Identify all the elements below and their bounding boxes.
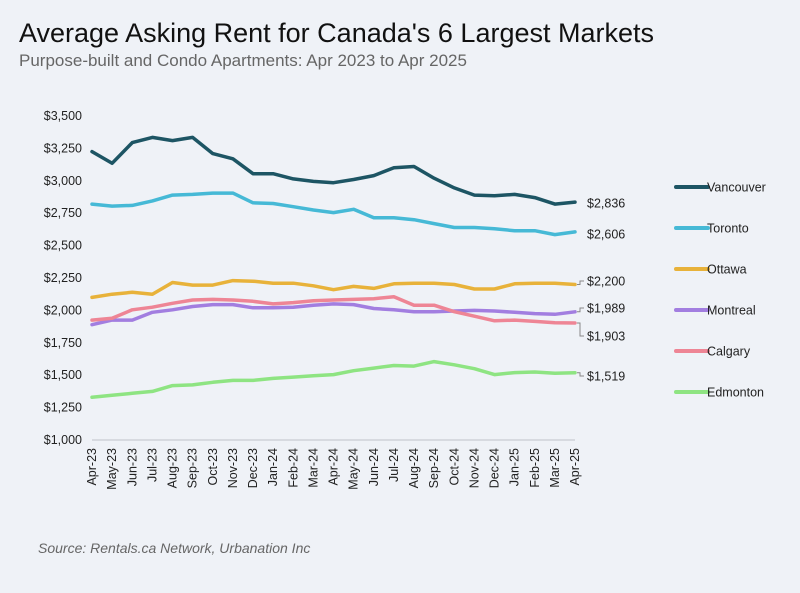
- x-tick-label: Apr-25: [568, 448, 582, 486]
- legend-label-toronto: Toronto: [707, 222, 749, 236]
- end-label-leader: [577, 307, 584, 313]
- x-tick-label: Apr-24: [327, 448, 341, 486]
- y-tick-label: $2,750: [44, 206, 82, 220]
- series-line-toronto: [90, 191, 577, 237]
- x-tick-label: Dec-23: [246, 448, 260, 488]
- x-tick-label: Nov-24: [467, 448, 481, 488]
- y-tick-label: $2,000: [44, 303, 82, 317]
- legend-label-edmonton: Edmonton: [707, 386, 764, 400]
- end-label-leader: [577, 372, 584, 377]
- legend-label-ottawa: Ottawa: [707, 263, 747, 277]
- legend-label-vancouver: Vancouver: [707, 181, 766, 195]
- chart-source: Source: Rentals.ca Network, Urbanation I…: [38, 540, 311, 556]
- x-tick-label: Jun-24: [367, 448, 381, 486]
- x-tick-label: Mar-24: [306, 448, 320, 488]
- y-tick-label: $2,500: [44, 239, 82, 253]
- x-tick-label: Aug-24: [407, 448, 421, 488]
- series-line-vancouver: [90, 135, 577, 206]
- series-line-ottawa: [90, 278, 577, 300]
- series-line-calgary: [90, 295, 577, 325]
- x-tick-label: Apr-23: [85, 448, 99, 486]
- x-tick-label: Mar-25: [548, 448, 562, 488]
- end-label-calgary: $1,903: [587, 330, 625, 344]
- x-tick-label: Sep-24: [427, 448, 441, 488]
- y-tick-label: $3,250: [44, 141, 82, 155]
- x-tick-label: Sep-23: [186, 448, 200, 488]
- y-tick-label: $1,500: [44, 368, 82, 382]
- x-tick-label: Aug-23: [166, 448, 180, 488]
- chart-title: Average Asking Rent for Canada's 6 Large…: [19, 18, 655, 48]
- end-label-leader: [577, 280, 584, 285]
- x-tick-label: Jan-24: [266, 448, 280, 486]
- end-label-toronto: $2,606: [587, 228, 625, 242]
- end-label-leader: [577, 322, 584, 337]
- y-tick-label: $1,750: [44, 336, 82, 350]
- x-tick-label: Jul-23: [145, 448, 159, 482]
- x-tick-label: Feb-24: [286, 448, 300, 488]
- y-tick-label: $1,000: [44, 433, 82, 447]
- chart-subtitle: Purpose-built and Condo Apartments: Apr …: [19, 51, 467, 70]
- legend-label-montreal: Montreal: [707, 304, 756, 318]
- end-label-montreal: $1,989: [587, 302, 625, 316]
- series-line-edmonton: [90, 359, 577, 399]
- y-tick-label: $1,250: [44, 401, 82, 415]
- end-label-ottawa: $2,200: [587, 275, 625, 289]
- x-tick-label: May-24: [347, 448, 361, 490]
- y-tick-label: $3,000: [44, 174, 82, 188]
- end-label-vancouver: $2,836: [587, 197, 625, 211]
- x-tick-label: Oct-23: [206, 448, 220, 486]
- x-tick-label: Feb-25: [528, 448, 542, 488]
- series-line-montreal: [90, 302, 577, 327]
- x-tick-label: Oct-24: [447, 448, 461, 486]
- x-tick-label: Nov-23: [226, 448, 240, 488]
- legend-label-calgary: Calgary: [707, 345, 751, 359]
- end-label-edmonton: $1,519: [587, 370, 625, 384]
- x-tick-label: Jul-24: [387, 448, 401, 482]
- y-tick-label: $3,500: [44, 109, 82, 123]
- x-tick-label: Jun-23: [125, 448, 139, 486]
- x-tick-label: Jan-25: [508, 448, 522, 486]
- x-tick-label: Dec-24: [488, 448, 502, 488]
- y-tick-label: $2,250: [44, 271, 82, 285]
- x-tick-label: May-23: [105, 448, 119, 490]
